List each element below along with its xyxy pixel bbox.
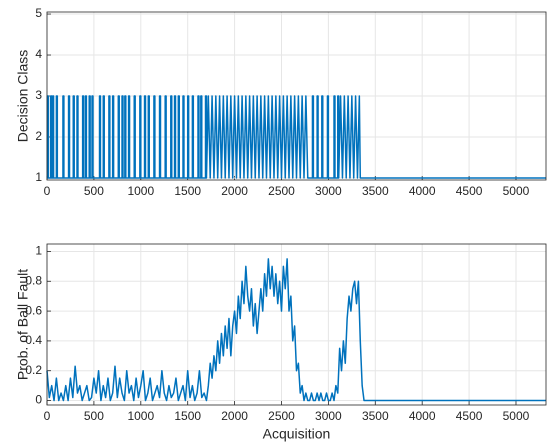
x-tick-label: 5000 (503, 184, 530, 198)
x-tick-label: 2000 (221, 409, 248, 423)
y-tick-label: 0.2 (25, 363, 42, 377)
y-tick-label: 0.8 (25, 273, 42, 287)
x-tick-label: 4500 (456, 409, 483, 423)
x-tick-label: 1500 (174, 184, 201, 198)
y-tick-label: 0 (35, 393, 42, 407)
x-tick-label: 1000 (127, 409, 154, 423)
plot-frame (46, 11, 547, 181)
x-tick-label: 2000 (221, 184, 248, 198)
x-tick-label: 2500 (268, 409, 295, 423)
y-tick-label: 2 (35, 129, 42, 143)
x-tick-label: 2500 (268, 184, 295, 198)
x-tick-label: 3000 (315, 409, 342, 423)
x-tick-label: 500 (84, 409, 104, 423)
x-tick-label: 3500 (362, 184, 389, 198)
y-tick-label: 4 (35, 47, 42, 61)
y-tick-label: 0.6 (25, 303, 42, 317)
x-tick-label: 5000 (503, 409, 530, 423)
data-line (46, 258, 546, 402)
x-tick-label: 4000 (409, 409, 436, 423)
y-tick-label: 5 (35, 6, 42, 20)
plot-area (47, 244, 546, 405)
x-tick-label: 500 (84, 184, 104, 198)
data-line (46, 95, 546, 179)
x-tick-label: 4500 (456, 184, 483, 198)
y-tick-label: 0.4 (25, 333, 42, 347)
x-tick-label: 3000 (315, 184, 342, 198)
y-tick-label: 1 (35, 170, 42, 184)
y-axis-label: Prob. of Ball Fault (15, 269, 31, 380)
plot-frame (46, 243, 547, 406)
x-tick-label: 3500 (362, 409, 389, 423)
x-tick-label: 4000 (409, 184, 436, 198)
y-tick-label: 1 (35, 244, 42, 258)
x-tick-label: 0 (44, 409, 51, 423)
x-axis-label: Acquisition (263, 426, 331, 442)
y-axis-label: Decision Class (15, 50, 31, 143)
x-tick-label: 1000 (127, 184, 154, 198)
x-tick-label: 1500 (174, 409, 201, 423)
y-tick-label: 3 (35, 88, 42, 102)
x-tick-label: 0 (44, 184, 51, 198)
